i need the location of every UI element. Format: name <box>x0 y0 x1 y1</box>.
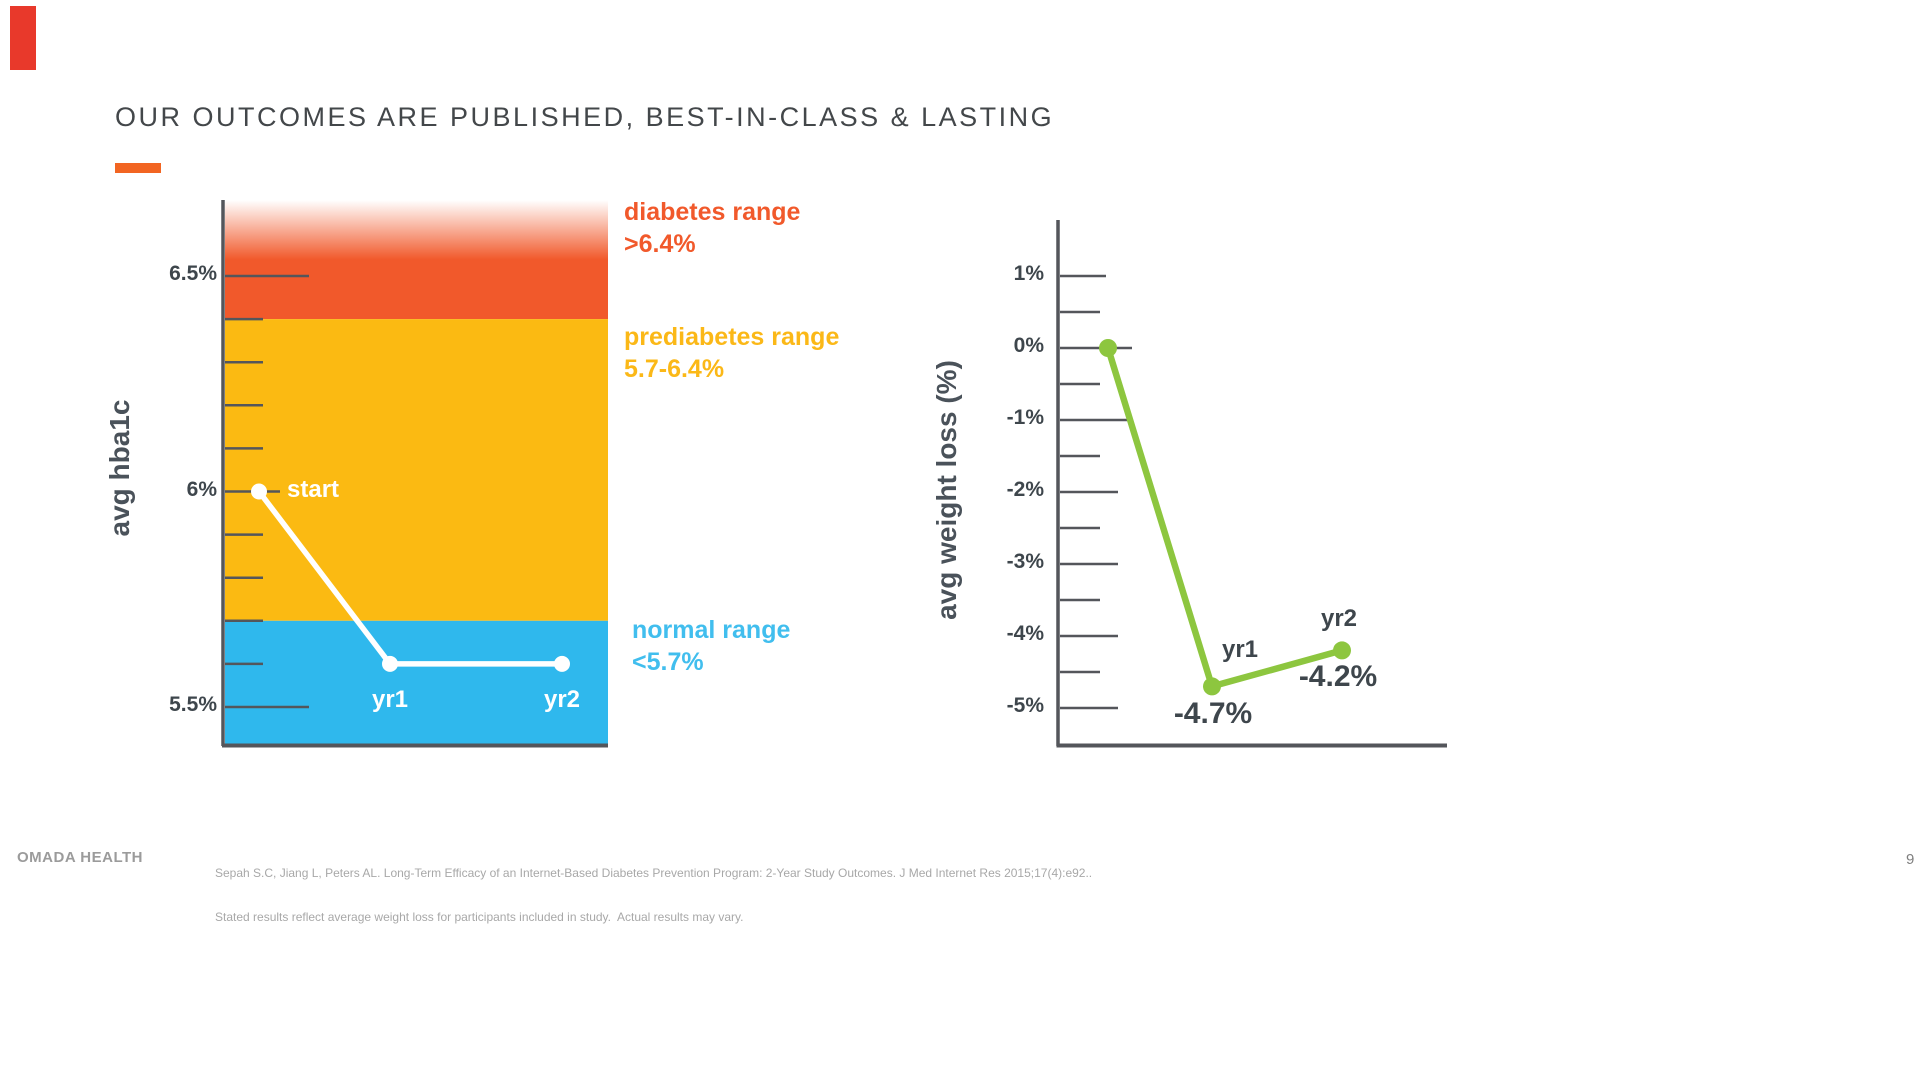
hba1c-band-prediabetes-range <box>225 319 608 621</box>
annotation-normal-line2: <5.7% <box>632 648 704 676</box>
weight-tick-label: -2% <box>1006 478 1044 501</box>
weight-yr2-value: -4.2% <box>1298 660 1378 693</box>
hba1c-band-normal-range <box>225 620 608 744</box>
weight-yr2-label: yr2 <box>1320 605 1358 632</box>
hba1c-band-diabetes-range <box>225 200 608 320</box>
annotation-normal-line1: normal range <box>632 616 791 644</box>
annotation-prediabetes-range: prediabetes range 5.7-6.4% <box>624 321 839 385</box>
weight-tick-label: 1% <box>1013 262 1044 285</box>
brand-logo-text: OMADA HEALTH <box>17 849 143 866</box>
annotation-diabetes-line2: >6.4% <box>624 230 696 258</box>
weight-point-yr2 <box>1333 641 1351 660</box>
hba1c-series-line <box>256 488 565 667</box>
weight-yr1-label: yr1 <box>1221 636 1259 663</box>
weight-tick-label: 0% <box>1013 334 1044 357</box>
annotation-normal-range: normal range <5.7% <box>632 614 790 678</box>
footnote: Sepah S.C, Jiang L, Peters AL. Long-Term… <box>215 837 1092 953</box>
annotation-prediabetes-line1: prediabetes range <box>624 323 840 351</box>
annotation-diabetes-range: diabetes range >6.4% <box>624 196 800 260</box>
hba1c-point-yr2 <box>554 655 570 672</box>
footnote-line1: Sepah S.C, Jiang L, Peters AL. Long-Term… <box>215 866 1093 880</box>
weight-tick-label: -3% <box>1006 550 1044 573</box>
hba1c-yr2-label: yr2 <box>543 686 581 713</box>
annotation-prediabetes-line2: 5.7-6.4% <box>624 355 725 383</box>
hba1c-point-yr1 <box>382 655 398 672</box>
page-title: OUR OUTCOMES ARE PUBLISHED, BEST-IN-CLAS… <box>115 102 1055 132</box>
weight-yr1-value: -4.7% <box>1173 697 1253 730</box>
footnote-line2: Stated results reflect average weight lo… <box>215 909 744 924</box>
hba1c-yr1-label: yr1 <box>371 686 409 713</box>
hba1c-start-point-label: start <box>287 476 340 503</box>
corner-accent-mark <box>10 6 36 70</box>
annotation-diabetes-line1: diabetes range <box>624 198 801 226</box>
page-number: 9 <box>1906 851 1915 868</box>
weight-tick-label: -4% <box>1006 622 1044 645</box>
hba1c-tick-label: 6.5% <box>169 262 217 285</box>
title-accent-bar <box>115 163 161 173</box>
weight-tick-label: -1% <box>1006 406 1044 429</box>
weight-point-yr1 <box>1203 677 1221 696</box>
hba1c-tick-label: 6% <box>186 477 217 501</box>
hba1c-tick-label: 5.5% <box>169 693 217 716</box>
weight-point-start <box>1099 339 1117 357</box>
weight-tick-label: -5% <box>1006 694 1044 717</box>
hba1c-point-start <box>251 483 267 500</box>
hba1c-axis-title: avg hba1c <box>104 399 135 537</box>
